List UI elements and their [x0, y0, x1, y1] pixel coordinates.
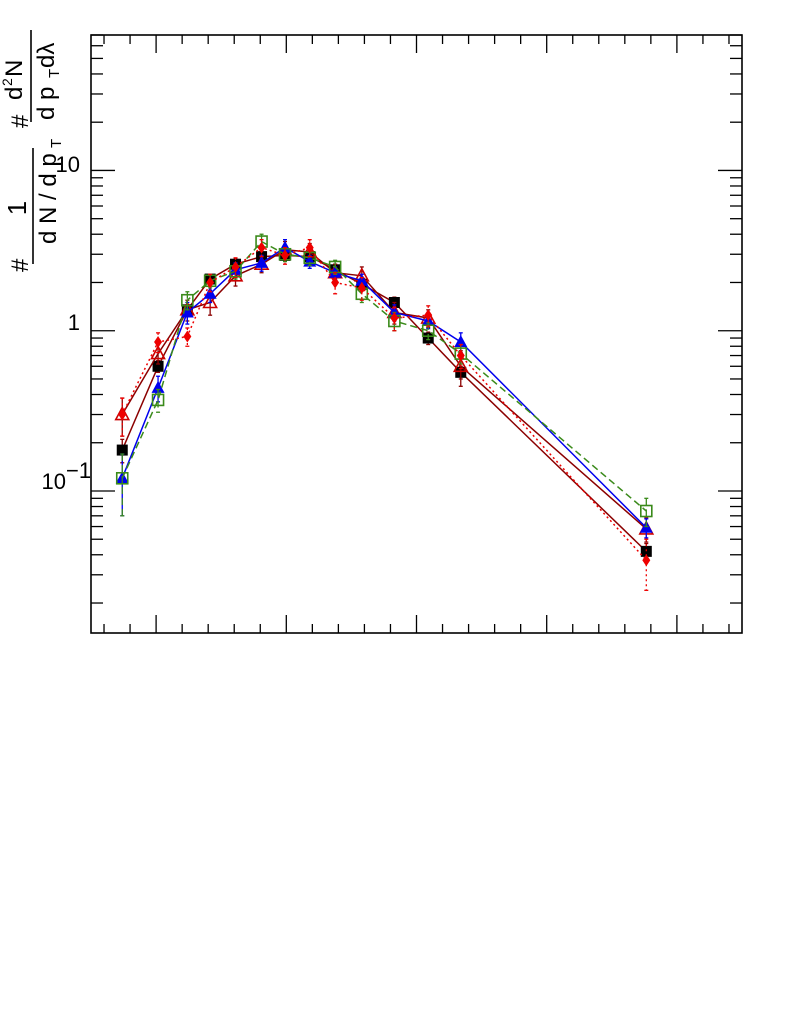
marker-diamond-filled — [357, 281, 366, 294]
marker-diamond-filled — [305, 241, 314, 254]
marker-triangle-open — [150, 344, 166, 360]
y-tick-label-10: 10 — [56, 152, 80, 177]
marker-square-open — [421, 324, 435, 338]
series-line — [121, 246, 647, 561]
marker-diamond-filled — [280, 249, 289, 262]
marker-triangle-open — [452, 357, 469, 373]
y-axis-ticks — [91, 34, 742, 604]
y-axis-title-prefix: # — [7, 258, 34, 272]
marker-triangle-filled — [180, 305, 194, 318]
marker-diamond-filled — [390, 312, 399, 325]
marker-square-filled — [640, 545, 652, 557]
y-tick-label-1: 1 — [68, 310, 80, 335]
x-axis-ticks — [103, 35, 730, 633]
series-line — [121, 240, 647, 512]
marker-triangle-filled — [203, 286, 217, 299]
marker-triangle-filled — [255, 255, 269, 268]
y-axis-title-frac2-den-sub: T — [46, 69, 63, 78]
y-axis-title-frac2-num: d — [1, 87, 28, 100]
marker-square-open — [151, 393, 165, 407]
marker-triangle-filled — [151, 380, 165, 393]
marker-triangle-open — [202, 293, 218, 309]
marker-triangle-filled — [454, 335, 468, 348]
series-1 — [114, 240, 655, 543]
marker-diamond-filled — [642, 554, 651, 567]
series-0 — [116, 249, 652, 561]
marker-diamond-filled — [331, 276, 340, 289]
series-3 — [115, 233, 653, 528]
y-axis-title-frac2-den-tail: dλ — [33, 43, 60, 68]
marker-triangle-filled — [278, 240, 292, 253]
y-axis-title-frac2-num-tail: N — [1, 60, 28, 77]
y-axis-title-frac1-num: 1 — [2, 201, 32, 215]
marker-diamond-filled — [456, 349, 465, 362]
y-axis-title: # 1 d N / d p T # d 2 N d p T dλ — [0, 30, 65, 272]
y-axis-title-frac2-den: d p — [33, 87, 60, 120]
series-2 — [115, 239, 653, 539]
marker-square-filled — [116, 444, 128, 456]
series-4 — [118, 239, 651, 591]
y-tick-label-0.1-exponent: −1 — [66, 458, 91, 483]
marker-triangle-open — [227, 267, 244, 282]
marker-triangle-filled — [355, 273, 369, 286]
y-axis-title-mid: # — [7, 114, 34, 128]
data-series-group — [114, 233, 655, 591]
marker-diamond-filled — [231, 260, 240, 273]
marker-square-open — [115, 471, 129, 485]
marker-diamond-filled — [183, 330, 192, 343]
y-axis-title-frac1-den: d N / d p — [35, 153, 62, 244]
series-line — [121, 254, 647, 552]
marker-diamond-filled — [154, 336, 163, 349]
marker-diamond-filled — [424, 309, 433, 322]
y-tick-labels: 10 1 10 −1 — [42, 152, 92, 494]
series-line — [121, 246, 647, 529]
marker-square-filled — [152, 360, 164, 372]
marker-square-open — [181, 293, 194, 307]
marker-diamond-filled — [206, 276, 215, 289]
marker-diamond-filled — [118, 408, 127, 421]
y-tick-label-0.1: 10 — [42, 469, 66, 494]
y-axis-title-frac1-den-sub: T — [48, 139, 65, 148]
y-axis-title-frac2-num-sup: 2 — [0, 78, 15, 86]
marker-square-open — [640, 504, 653, 518]
marker-triangle-filled — [387, 305, 401, 318]
marker-diamond-filled — [257, 241, 266, 254]
